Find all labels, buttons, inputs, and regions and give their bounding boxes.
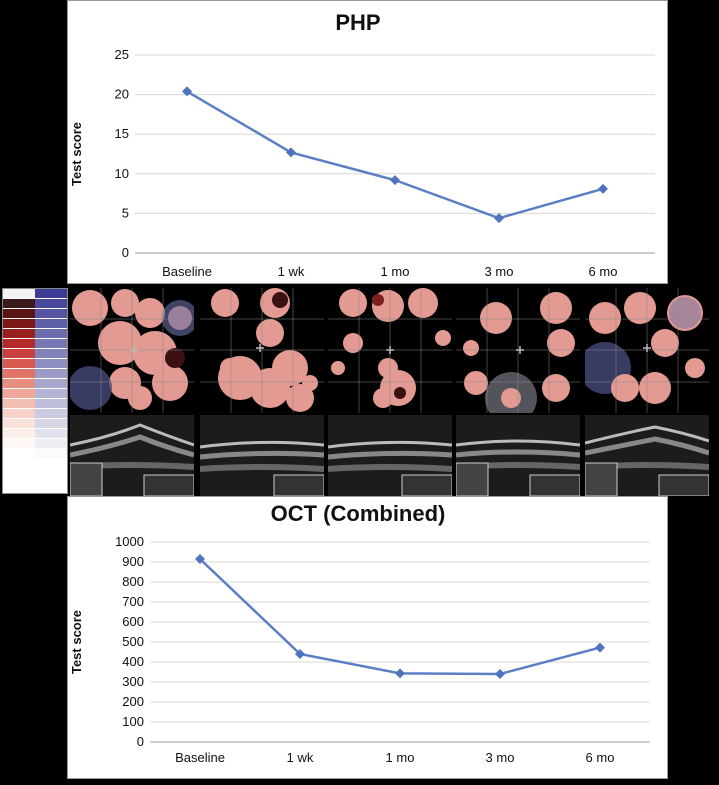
x-tick-label: 1 wk [287,750,314,765]
data-point [595,642,605,653]
series-line [199,558,601,676]
y-tick-label: 25 [115,47,129,62]
legend-swatch [3,309,67,319]
y-axis-label: Test score [69,122,84,186]
x-tick-label: 1 mo [381,264,410,279]
data-point [395,668,405,679]
x-tick-label: 6 mo [589,264,618,279]
legend-swatch [3,429,67,439]
x-tick-label: 3 mo [486,750,515,765]
oct-chart: OCT (Combined) 0 100 200 300 400 500 600 700 800 9… [69,501,650,765]
data-point [598,183,608,194]
php-chart: PHP 0 5 10 15 20 25 Baseline 1 wk 1 mo 3 mo 6 mo Tes… [69,10,655,279]
legend-swatch [3,379,67,389]
data-point [390,175,400,186]
y-tick-label: 900 [122,554,144,569]
y-tick-label: 400 [122,654,144,669]
scan-baseline [70,288,194,496]
legend-swatch [3,299,67,309]
oct-scan-6mo [585,415,709,496]
x-tick-label: 6 mo [586,750,615,765]
oct-scan-1wk [200,415,324,496]
y-tick-label: 0 [137,734,144,749]
y-axis-label: Test score [69,610,84,674]
scan-1mo [328,288,452,496]
legend-swatch [3,329,67,339]
y-tick-label: 5 [122,205,129,220]
legend-swatch [3,399,67,409]
scan-6mo [585,288,709,496]
x-tick-label: 1 wk [278,264,305,279]
y-tick-label: 1000 [115,534,144,549]
data-point [494,213,504,224]
legend-swatch [3,439,67,449]
y-tick-label: 20 [115,87,129,102]
color-scale-legend [2,288,68,494]
y-tick-label: 200 [122,694,144,709]
y-tick-label: 300 [122,674,144,689]
x-tick-label: Baseline [175,750,225,765]
data-point [295,649,305,659]
legend-swatch [3,359,67,369]
heatmap-baseline [70,288,194,413]
heatmap-1wk [200,288,324,413]
y-tick-label: 15 [115,126,129,141]
y-tick-label: 500 [122,634,144,649]
data-point [286,147,296,158]
heatmap-1mo [328,288,452,413]
chart-title: PHP [335,10,380,35]
y-tick-label: 800 [122,574,144,589]
legend-swatch [3,369,67,379]
y-tick-label: 100 [122,714,144,729]
legend-swatch [3,339,67,349]
x-tick-label: 3 mo [485,264,514,279]
data-point [182,86,192,97]
chart-title: OCT (Combined) [271,501,446,526]
legend-swatch [3,389,67,399]
legend-swatch [3,419,67,429]
heatmap-3mo [456,288,580,413]
data-point [195,554,205,564]
legend-swatch [3,349,67,359]
y-tick-label: 600 [122,614,144,629]
php-chart-panel: PHP 0 5 10 15 20 25 Baseline 1 wk 1 mo 3 mo 6 mo Tes… [67,0,668,284]
data-point [495,669,505,679]
x-tick-label: Baseline [162,264,212,279]
oct-scan-baseline [70,415,194,496]
legend-swatch [3,319,67,329]
legend-swatch [3,289,67,299]
y-tick-label: 700 [122,594,144,609]
y-tick-label: 0 [122,245,129,260]
y-tick-label: 10 [115,166,129,181]
legend-swatch [3,449,67,459]
oct-chart-panel: OCT (Combined) 0 100 200 300 400 500 600 700 800 9… [67,496,668,779]
oct-scan-1mo [328,415,452,496]
series-line [186,90,604,220]
oct-scan-3mo [456,415,580,496]
heatmap-6mo [585,288,709,413]
scan-1wk [200,288,324,496]
x-tick-label: 1 mo [386,750,415,765]
scan-3mo [456,288,580,496]
legend-swatch [3,409,67,419]
